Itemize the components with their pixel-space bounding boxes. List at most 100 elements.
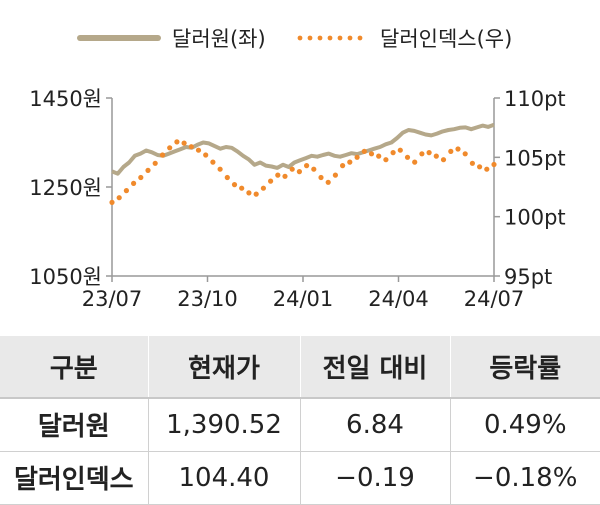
right-tick-label: 105pt xyxy=(504,146,566,170)
series-dxy-point xyxy=(174,139,180,145)
series-dxy-point xyxy=(433,153,439,159)
table-header-row: 구분 현재가 전일 대비 등락률 xyxy=(0,336,600,398)
right-tick-label: 100pt xyxy=(504,206,566,230)
axes xyxy=(111,98,495,277)
series-dxy-point xyxy=(462,151,468,157)
series-dxy-point xyxy=(404,154,411,160)
series-dxy-point xyxy=(376,153,382,159)
series-dxy-point xyxy=(224,174,230,181)
series-dxy-point xyxy=(217,166,223,172)
series-dxy-point xyxy=(253,191,259,197)
x-tick-label: 23/07 xyxy=(82,287,143,311)
right-tick-label: 95pt xyxy=(504,265,552,289)
series-dxy-point xyxy=(448,148,454,154)
header-current-price: 현재가 xyxy=(147,336,300,398)
series-dxy-point xyxy=(332,172,338,178)
x-tick-label: 24/04 xyxy=(368,287,429,311)
legend-dot xyxy=(357,35,363,41)
x-axis-ticks: 23/07 23/10 24/01 24/04 24/07 xyxy=(82,276,525,311)
series-dxy-point xyxy=(347,159,353,165)
series-dxy-point xyxy=(477,164,483,170)
series-dxy-point xyxy=(246,190,252,196)
series-dxy-point xyxy=(440,157,447,163)
series-dxy-point xyxy=(419,151,425,157)
series-dxy-point xyxy=(296,169,302,175)
series-layer xyxy=(109,122,497,205)
series-dxy-point xyxy=(340,163,346,169)
legend-swatch-series2 xyxy=(297,35,363,41)
cell-rate: 0.49% xyxy=(449,397,600,452)
chart: 달러원(좌) 달러인덱스(우) 1450원 1250원 1050원 110pt 105… xyxy=(29,27,566,311)
header-category: 구분 xyxy=(0,336,148,398)
series-dxy-point xyxy=(325,179,331,185)
series-dxy-point xyxy=(109,199,115,205)
series-dxy-point xyxy=(289,166,295,172)
series-dxy-point xyxy=(167,145,173,151)
series-dxy-point xyxy=(361,148,367,154)
series-dxy-point xyxy=(116,195,122,201)
left-tick-label: 1250원 xyxy=(29,176,102,200)
series-dxy-point xyxy=(159,152,166,158)
cell-rate: −0.18% xyxy=(449,451,600,505)
series-dxy-point xyxy=(275,172,281,178)
left-axis-ticks: 1450원 1250원 1050원 xyxy=(29,87,112,289)
header-change: 전일 대비 xyxy=(299,336,450,398)
series-dxy-point xyxy=(145,167,151,173)
series-dxy-point xyxy=(469,160,475,166)
legend-dot xyxy=(297,35,303,41)
series-usdkrw-line xyxy=(111,122,495,176)
left-tick-label: 1050원 xyxy=(29,265,102,289)
series-dxy-point xyxy=(138,174,144,181)
cell-change: −0.19 xyxy=(299,451,450,505)
series-dxy-point xyxy=(491,161,497,168)
legend-label-series1: 달러원(좌) xyxy=(172,27,266,51)
right-axis-ticks: 110pt 105pt 100pt 95pt xyxy=(494,87,566,289)
series-dxy-point xyxy=(203,152,209,158)
series-dxy-point xyxy=(390,150,396,156)
legend-dot xyxy=(327,35,333,41)
x-tick-label: 24/01 xyxy=(273,287,334,311)
series-dxy-point xyxy=(368,151,375,157)
x-tick-label: 23/10 xyxy=(177,287,238,311)
series-dxy-point xyxy=(268,178,274,184)
cell-name: 달러인덱스 xyxy=(0,451,148,505)
series-dxy-point xyxy=(318,174,324,181)
right-tick-label: 110pt xyxy=(504,87,566,111)
series-dxy-point xyxy=(210,159,216,165)
series-dxy-point xyxy=(188,144,194,150)
series-dxy-point xyxy=(239,185,245,191)
legend-dot xyxy=(347,35,353,41)
cell-name: 달러원 xyxy=(0,397,148,452)
series-dxy-point xyxy=(123,188,129,194)
legend-dot xyxy=(337,35,343,41)
series-dxy-point xyxy=(131,180,137,186)
legend-label-series2: 달러인덱스(우) xyxy=(380,27,512,51)
series-dxy-point xyxy=(304,163,310,169)
series-dxy-point xyxy=(152,160,158,166)
series-dxy-point xyxy=(181,140,187,146)
series-dxy-point xyxy=(311,166,317,172)
series-dxy-point xyxy=(231,182,238,188)
cell-price: 104.40 xyxy=(147,451,300,505)
series-dxy-point xyxy=(397,147,403,153)
series-dxy-point xyxy=(195,147,202,153)
cell-price: 1,390.52 xyxy=(147,397,300,452)
series-dxy-point xyxy=(354,154,360,160)
table-row: 달러원 1,390.52 6.84 0.49% xyxy=(0,397,600,452)
series-dxy-point xyxy=(426,150,432,156)
series-dxy-point xyxy=(484,166,490,172)
cell-change: 6.84 xyxy=(299,397,450,452)
legend: 달러원(좌) 달러인덱스(우) xyxy=(77,27,512,51)
series-dxy-point xyxy=(383,157,389,163)
legend-dot xyxy=(317,35,323,41)
x-tick-label: 24/07 xyxy=(464,287,525,311)
header-change-rate: 등락률 xyxy=(449,336,600,398)
summary-table: 구분 현재가 전일 대비 등락률 달러원 1,390.52 6.84 0.49%… xyxy=(0,336,600,505)
series-dxy-point xyxy=(412,159,418,165)
left-tick-label: 1450원 xyxy=(29,87,102,111)
series-dxy-point xyxy=(455,146,461,152)
legend-dot xyxy=(307,35,313,41)
series-dxy-point xyxy=(260,185,266,191)
table-row: 달러인덱스 104.40 −0.19 −0.18% xyxy=(0,451,600,505)
series-dxy-point xyxy=(282,173,288,179)
